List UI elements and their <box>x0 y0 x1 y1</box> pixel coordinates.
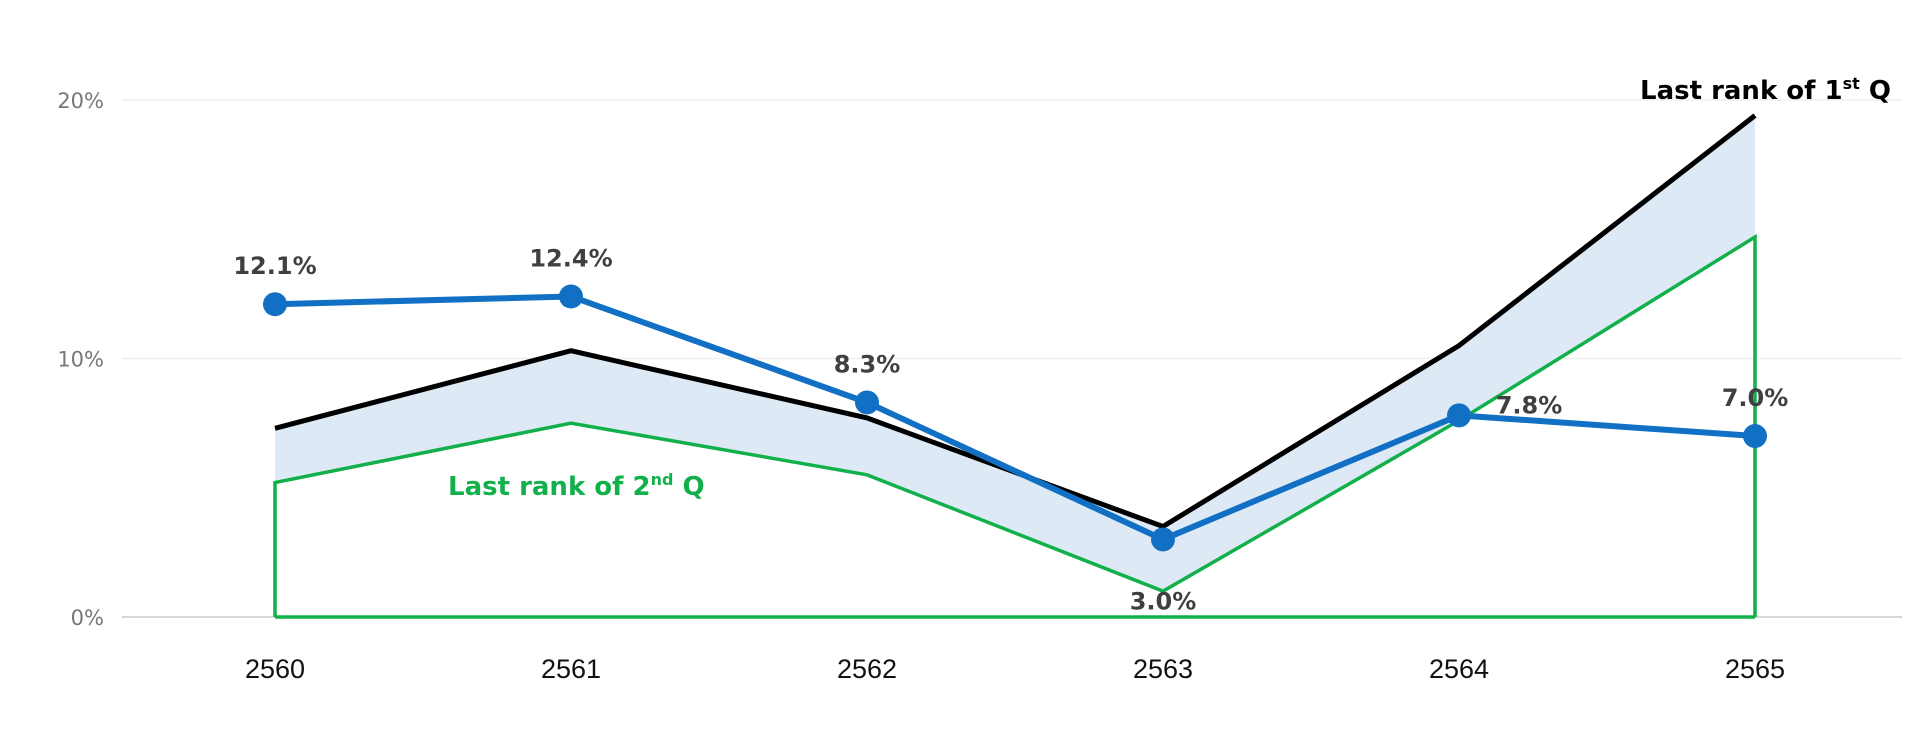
point-2561 <box>559 284 583 309</box>
x-tick-label-2560: 2560 <box>245 654 305 684</box>
band-fill <box>275 115 1755 592</box>
line-last-rank-2nd-q <box>273 233 1757 617</box>
x-tick-label-2561: 2561 <box>541 654 601 684</box>
line-main-series <box>274 293 1756 543</box>
point-2560 <box>263 292 287 317</box>
x-tick-label-2565: 2565 <box>1725 654 1785 684</box>
point-2563 <box>1151 527 1175 552</box>
data-label-2564: 7.8% <box>1496 391 1563 419</box>
annotation-last-rank-1st-q: Last rank of 1st Q <box>1640 74 1891 106</box>
data-label-2563: 3.0% <box>1130 587 1197 615</box>
series-lines <box>273 113 1757 619</box>
annotation-last-rank-2nd-q: Last rank of 2nd Q <box>448 470 705 502</box>
y-tick-label-0: 0% <box>71 606 104 630</box>
band-area <box>275 115 1755 592</box>
y-tick-label-1: 10% <box>57 348 104 372</box>
point-2562 <box>855 390 879 415</box>
x-tick-label-2564: 2564 <box>1429 654 1489 684</box>
y-tick-label-2: 20% <box>57 89 104 113</box>
x-tick-label-2562: 2562 <box>837 654 897 684</box>
point-2565 <box>1743 424 1767 449</box>
data-labels: 12.1% 12.4% 8.3% 3.0% 7.8% 7.0% <box>233 244 1788 615</box>
data-label-2561: 12.4% <box>529 244 612 272</box>
series-points <box>263 284 1767 552</box>
data-label-2565: 7.0% <box>1722 384 1789 412</box>
point-2564 <box>1447 403 1471 428</box>
axis-ticks: 0% 10% 20% 2560 2561 2562 2563 2564 2565 <box>57 89 1785 684</box>
grid-lines <box>122 99 1902 618</box>
data-label-2560: 12.1% <box>233 252 316 280</box>
x-tick-label-2563: 2563 <box>1133 654 1193 684</box>
data-label-2562: 8.3% <box>834 350 901 378</box>
